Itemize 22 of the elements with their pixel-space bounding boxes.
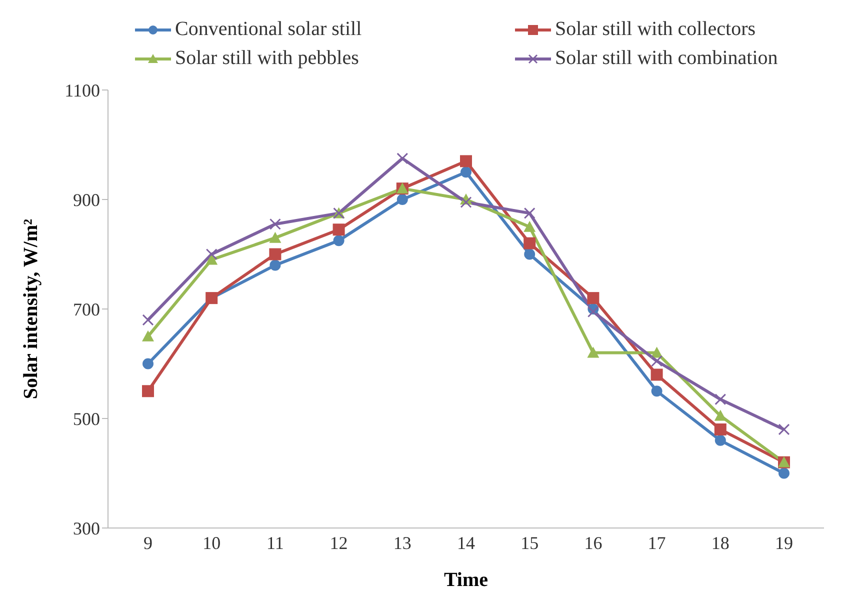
y-axis-title: Solar intensity, W/m² <box>20 218 42 400</box>
legend-label: Solar still with combination <box>555 47 778 70</box>
y-tick-label: 700 <box>73 299 100 320</box>
legend-label: Solar still with pebbles <box>175 47 359 70</box>
x-tick-label: 17 <box>648 532 666 553</box>
x-tick-label: 9 <box>144 532 152 553</box>
x-tick-label: 15 <box>520 532 539 553</box>
x-tick-label: 19 <box>775 532 793 553</box>
x-axis-title: Time <box>444 569 488 591</box>
x-tick-label: 11 <box>266 532 284 553</box>
x-tick-label: 12 <box>330 532 348 553</box>
y-tick-label: 500 <box>73 408 100 429</box>
y-tick-label: 1100 <box>64 80 100 100</box>
legend-label: Conventional solar still <box>175 18 362 41</box>
x-tick-label: 18 <box>711 532 730 553</box>
y-tick-label: 900 <box>73 190 100 210</box>
y-tick-label: 300 <box>73 518 100 538</box>
legend-label: Solar still with collectors <box>555 18 756 41</box>
x-tick-label: 13 <box>393 532 412 553</box>
x-tick-label: 14 <box>457 532 475 553</box>
x-tick-label: 16 <box>584 532 602 553</box>
x-tick-label: 10 <box>202 532 221 553</box>
